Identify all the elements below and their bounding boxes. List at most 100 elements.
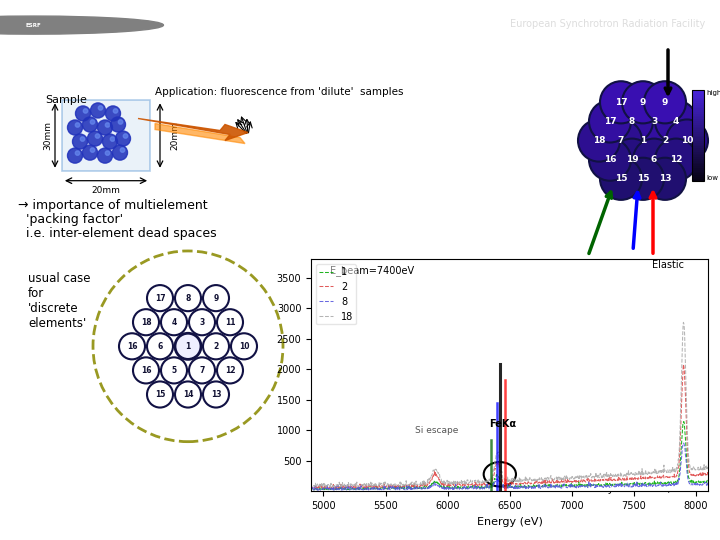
Text: 17: 17 xyxy=(615,98,627,107)
Bar xyxy=(692,135,704,137)
Bar xyxy=(692,108,704,110)
Circle shape xyxy=(113,109,117,113)
Circle shape xyxy=(655,100,697,143)
Bar xyxy=(692,90,704,92)
2 xyxy=(679,361,688,368)
Bar xyxy=(692,119,704,121)
Text: 20mm: 20mm xyxy=(170,121,179,150)
Circle shape xyxy=(589,139,631,181)
Circle shape xyxy=(578,119,620,161)
Circle shape xyxy=(147,381,173,408)
18 xyxy=(679,319,688,326)
1 xyxy=(468,484,477,490)
Bar xyxy=(692,170,704,172)
Circle shape xyxy=(622,81,664,123)
Circle shape xyxy=(99,106,103,110)
2 xyxy=(307,483,315,489)
Circle shape xyxy=(655,139,697,181)
Bar xyxy=(692,164,704,166)
Bar xyxy=(692,147,704,150)
2 xyxy=(580,477,589,483)
1 xyxy=(310,487,319,493)
Circle shape xyxy=(203,333,229,359)
2 xyxy=(624,475,633,482)
Bar xyxy=(692,110,704,112)
Text: 9: 9 xyxy=(662,98,668,107)
Circle shape xyxy=(189,309,215,335)
Text: Application: fluorescence from 'dilute'  samples: Application: fluorescence from 'dilute' … xyxy=(155,87,403,97)
1 xyxy=(307,484,315,491)
Circle shape xyxy=(611,139,653,181)
Line: 18: 18 xyxy=(311,322,708,488)
Text: 9: 9 xyxy=(213,294,219,302)
1 xyxy=(580,483,589,489)
Circle shape xyxy=(83,117,97,132)
Text: 15: 15 xyxy=(155,390,165,399)
18 xyxy=(312,484,321,491)
X-axis label: Energy (eV): Energy (eV) xyxy=(477,517,543,526)
Circle shape xyxy=(161,309,187,335)
Bar xyxy=(692,144,704,146)
Circle shape xyxy=(600,158,642,200)
Bar xyxy=(692,93,704,96)
Circle shape xyxy=(123,134,127,138)
Text: 7: 7 xyxy=(618,136,624,145)
18 xyxy=(704,462,713,468)
Circle shape xyxy=(76,151,80,156)
Bar xyxy=(692,153,704,156)
Text: 8: 8 xyxy=(629,117,635,126)
Circle shape xyxy=(175,333,201,359)
FancyBboxPatch shape xyxy=(62,100,150,171)
Bar xyxy=(692,123,704,125)
Polygon shape xyxy=(138,118,248,140)
Bar xyxy=(692,120,704,123)
Text: 19: 19 xyxy=(626,155,639,164)
Bar xyxy=(692,131,704,134)
Bar xyxy=(692,115,704,118)
Circle shape xyxy=(112,145,127,160)
1 xyxy=(482,485,491,491)
Bar xyxy=(692,99,704,101)
Bar xyxy=(692,128,704,130)
8 xyxy=(348,484,356,491)
Text: Si escape: Si escape xyxy=(415,427,458,435)
Text: 3: 3 xyxy=(199,318,204,327)
Text: E_beam=7400eV: E_beam=7400eV xyxy=(330,265,414,275)
Circle shape xyxy=(666,119,708,161)
Circle shape xyxy=(84,109,88,113)
Circle shape xyxy=(115,131,130,146)
Circle shape xyxy=(133,309,159,335)
Bar xyxy=(692,100,704,103)
Circle shape xyxy=(0,16,163,34)
18 xyxy=(307,481,315,488)
Bar xyxy=(692,112,704,114)
8 xyxy=(624,483,633,490)
Bar xyxy=(692,178,704,181)
Text: 29: 29 xyxy=(699,521,713,531)
Circle shape xyxy=(88,131,102,146)
Circle shape xyxy=(106,106,120,121)
Text: 8: 8 xyxy=(185,294,191,302)
Bar xyxy=(692,150,704,152)
Bar xyxy=(692,137,704,139)
Circle shape xyxy=(175,381,201,408)
Circle shape xyxy=(120,148,125,152)
8 xyxy=(617,482,626,488)
Circle shape xyxy=(600,119,642,161)
Text: detection limit with multielements: detection limit with multielements xyxy=(68,15,419,33)
Bar xyxy=(692,139,704,141)
Text: 12: 12 xyxy=(670,155,683,164)
Circle shape xyxy=(644,119,686,161)
Text: Elastic: Elastic xyxy=(652,260,684,271)
Bar xyxy=(692,104,704,106)
Bar xyxy=(692,130,704,132)
2 xyxy=(482,481,491,487)
Circle shape xyxy=(589,100,631,143)
Bar xyxy=(692,142,704,145)
Bar xyxy=(692,124,704,126)
Text: 18: 18 xyxy=(140,318,151,327)
8 xyxy=(468,485,477,492)
Text: 5: 5 xyxy=(171,366,176,375)
Text: 'packing factor': 'packing factor' xyxy=(18,213,123,226)
Bar xyxy=(692,113,704,116)
